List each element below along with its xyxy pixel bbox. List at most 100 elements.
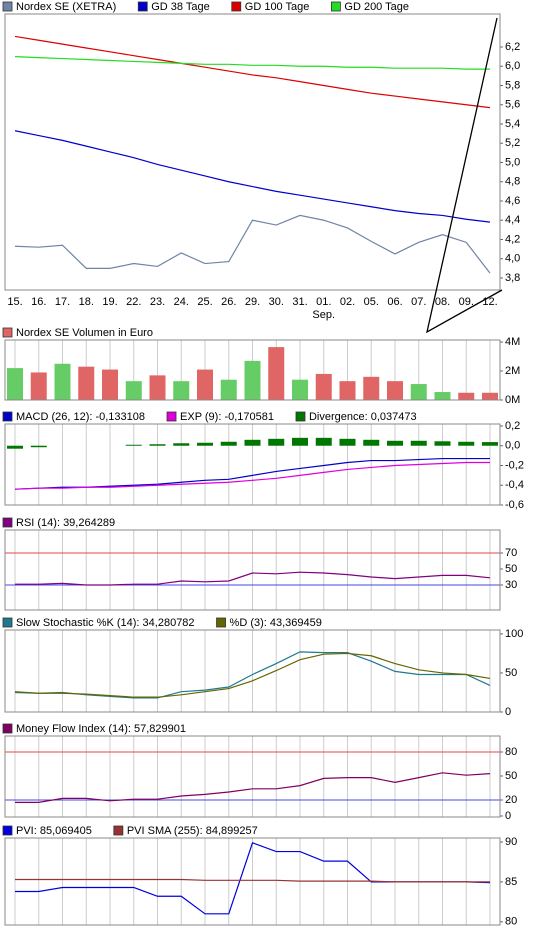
x-tick-label: 23. <box>150 296 165 308</box>
y-tick-label: 3,8 <box>505 272 520 284</box>
y-tick-label: 5,8 <box>505 79 520 91</box>
x-tick-label: 02. <box>340 296 355 308</box>
x-tick-label: 29. <box>245 296 260 308</box>
bar <box>292 379 308 400</box>
y-tick-label: -0,2 <box>505 459 524 471</box>
bar <box>315 437 332 446</box>
series-line <box>15 571 491 586</box>
x-tick-label: 06. <box>387 296 402 308</box>
legend-label: GD 100 Tage <box>245 1 310 13</box>
y-tick-label: 20 <box>505 794 517 806</box>
bar <box>363 439 380 446</box>
bar <box>102 369 118 400</box>
legend-label: GD 200 Tage <box>344 1 409 13</box>
y-tick-label: 30 <box>505 579 517 591</box>
y-tick-label: 0M <box>505 394 520 406</box>
series-line <box>14 130 491 223</box>
bar <box>197 442 213 446</box>
legend-label: EXP (9): -0,170581 <box>180 411 274 423</box>
y-tick-label: -0,4 <box>505 479 524 491</box>
bar <box>78 366 95 400</box>
bar <box>292 437 308 446</box>
series-line <box>14 214 491 274</box>
x-tick-label: 18. <box>79 296 94 308</box>
legend-swatch <box>2 327 13 338</box>
legend-swatch <box>216 617 226 628</box>
plot-frame <box>4 629 501 713</box>
legend-label: Money Flow Index (14): 57,829901 <box>16 723 186 735</box>
y-tick-label: 4,0 <box>505 253 520 265</box>
legend-label: Nordex SE (XETRA) <box>16 1 116 13</box>
y-tick-label: 50 <box>505 563 517 575</box>
x-tick-label: 17. <box>55 296 70 308</box>
y-tick-label: 70 <box>505 547 517 559</box>
bar <box>149 444 166 446</box>
legend-swatch <box>2 723 13 734</box>
x-tick-label: 22. <box>126 296 141 308</box>
y-tick-label: 5,0 <box>505 156 520 168</box>
y-tick-label: 4,2 <box>505 233 520 245</box>
legend-label: GD 38 Tage <box>151 1 210 13</box>
bar <box>197 369 213 400</box>
bar <box>410 440 427 446</box>
x-tick-label: 25. <box>197 296 212 308</box>
bar <box>339 381 356 400</box>
bar <box>173 443 190 446</box>
x-tick-label: 12. <box>482 296 497 308</box>
bar <box>434 392 451 400</box>
legend-label: PVI SMA (255): 84,899257 <box>127 825 258 837</box>
series-line <box>14 652 491 698</box>
bar <box>30 372 47 400</box>
y-tick-label: 5,4 <box>505 118 520 130</box>
bar <box>482 442 498 446</box>
plot-frame <box>4 423 501 506</box>
bar <box>458 392 475 400</box>
bar <box>482 392 498 400</box>
y-tick-label: 6,0 <box>505 60 520 72</box>
x-tick-label: 07. <box>411 296 426 308</box>
bar <box>244 360 261 400</box>
bar <box>125 381 142 400</box>
y-tick-label: 50 <box>505 770 517 782</box>
y-tick-label: 80 <box>505 746 517 758</box>
series-line <box>14 35 491 109</box>
legend-swatch <box>2 517 13 528</box>
bar <box>7 445 23 449</box>
plot-frame <box>4 13 501 291</box>
plot-frame <box>4 837 501 926</box>
x-tick-label: 08. <box>435 296 450 308</box>
x-tick-label: 31. <box>292 296 307 308</box>
x-tick-label: 16. <box>31 296 46 308</box>
legend-swatch <box>330 1 341 12</box>
bar <box>30 445 47 448</box>
y-tick-label: 90 <box>505 836 517 848</box>
y-tick-label: 6,2 <box>505 41 520 53</box>
legend-swatch <box>137 1 148 12</box>
y-tick-label: 50 <box>505 667 517 679</box>
y-tick-label: 4M <box>505 336 520 348</box>
y-tick-label: 0 <box>505 810 511 822</box>
drawn-annotation <box>426 17 503 334</box>
bar <box>54 363 71 400</box>
y-tick-label: 2M <box>505 365 520 377</box>
bar <box>387 381 403 400</box>
legend-swatch <box>2 617 13 628</box>
bar <box>410 384 427 400</box>
bar <box>173 381 190 400</box>
bar <box>434 441 451 446</box>
bar <box>268 438 285 446</box>
legend-label: %D (3): 43,369459 <box>230 617 322 629</box>
y-tick-label: 85 <box>505 876 517 888</box>
x-tick-label: 01. <box>316 296 331 308</box>
y-tick-label: 100 <box>505 628 523 640</box>
series-line <box>15 772 491 804</box>
series-line <box>15 878 490 883</box>
bar <box>363 376 380 400</box>
plot-frame <box>4 735 501 818</box>
bar <box>220 441 237 446</box>
legend-label: PVI: 85,069405 <box>16 825 92 837</box>
legend-swatch <box>2 1 13 12</box>
series-line <box>14 651 491 699</box>
